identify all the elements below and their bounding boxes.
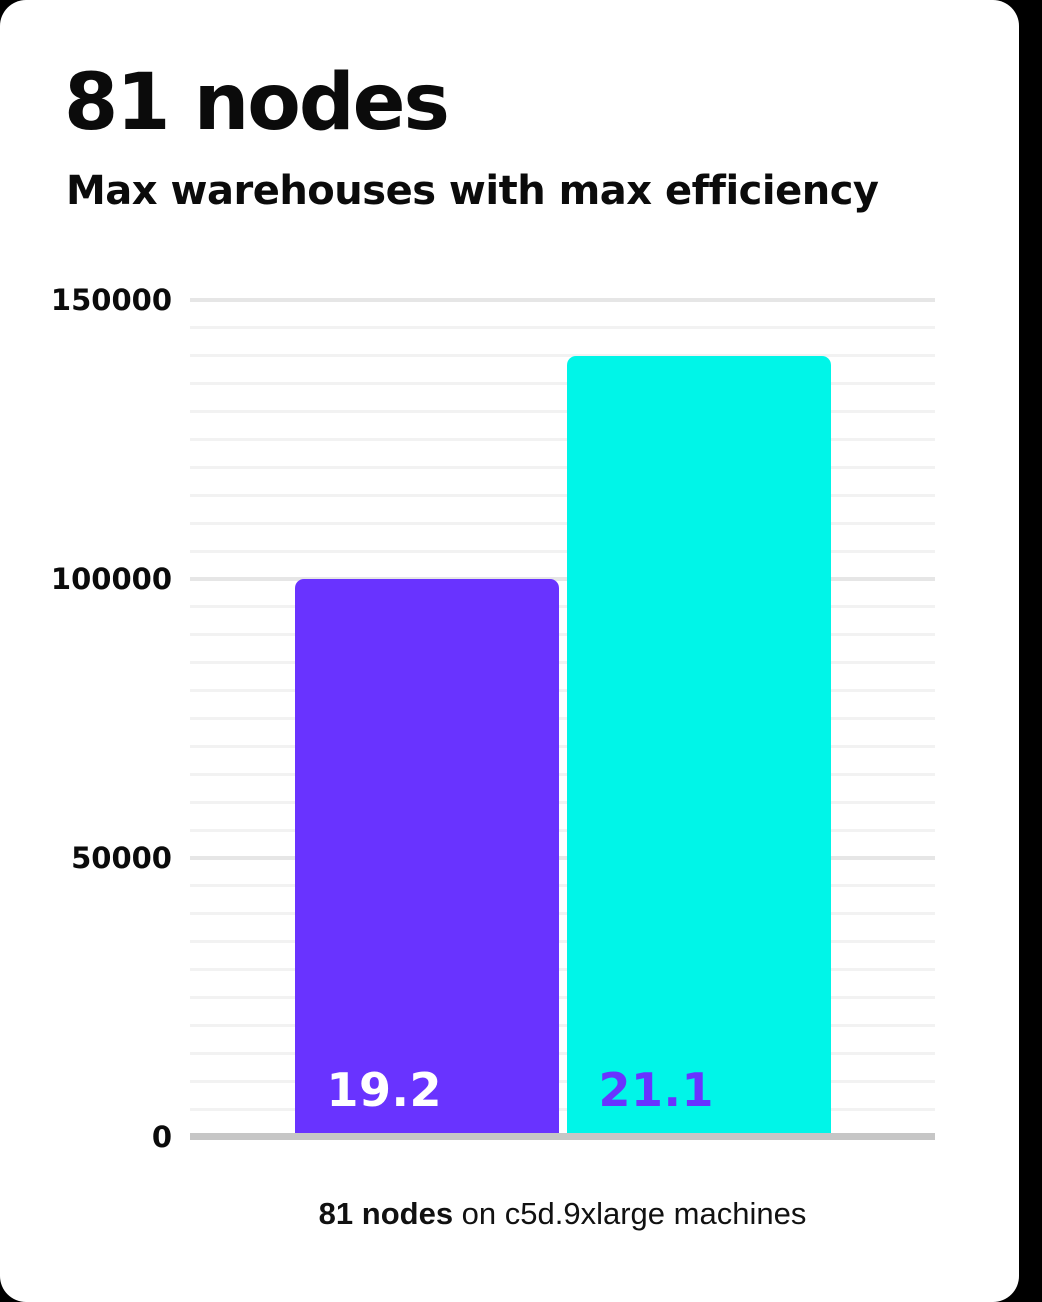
minor-gridline	[190, 1079, 935, 1083]
bar-21.1: 21.1	[566, 355, 831, 1137]
minor-gridline	[190, 744, 935, 748]
minor-gridline	[190, 549, 935, 553]
minor-gridline	[190, 968, 935, 972]
minor-gridline	[190, 354, 935, 358]
minor-gridline	[190, 1023, 935, 1027]
major-gridline	[190, 856, 935, 860]
y-axis-tick-label: 50000	[71, 841, 172, 875]
x-axis-baseline	[190, 1133, 935, 1140]
minor-gridline	[190, 438, 935, 441]
major-gridline	[190, 298, 935, 302]
minor-gridline	[190, 633, 935, 637]
minor-gridline	[190, 717, 935, 720]
bars-group: 19.2 21.1	[190, 300, 935, 1137]
minor-gridline	[190, 1107, 935, 1111]
minor-gridline	[190, 410, 935, 414]
bar-chart-plot-area: 19.2 21.1	[190, 298, 935, 1140]
minor-gridline	[190, 465, 935, 469]
caption-bold-text: 81 nodes	[318, 1196, 454, 1231]
bar-value-label: 21.1	[598, 1063, 714, 1117]
minor-gridline	[190, 326, 935, 330]
y-axis: 0 50000 100000 150000	[0, 283, 172, 1154]
minor-gridline	[190, 996, 935, 999]
minor-gridline	[190, 521, 935, 525]
bar-value-label: 19.2	[326, 1063, 442, 1117]
minor-gridline	[190, 1051, 935, 1055]
chart-card: 81 nodes Max warehouses with max efficie…	[0, 0, 1019, 1302]
minor-gridline	[190, 828, 935, 832]
minor-gridline	[190, 772, 935, 776]
y-axis-tick-label: 150000	[50, 283, 172, 317]
major-gridline	[190, 577, 935, 581]
minor-gridline	[190, 382, 935, 386]
minor-gridline	[190, 800, 935, 804]
caption-regular-text: on c5d.9xlarge machines	[453, 1196, 807, 1231]
bar-19.2: 19.2	[294, 579, 559, 1137]
chart-caption: 81 nodes on c5d.9xlarge machines	[190, 1196, 935, 1232]
minor-gridline	[190, 912, 935, 916]
y-axis-tick-label: 100000	[50, 562, 172, 596]
minor-gridline	[190, 605, 935, 609]
minor-gridline	[190, 493, 935, 497]
chart-title: 81 nodes	[64, 58, 450, 148]
minor-gridline	[190, 661, 935, 665]
chart-subtitle: Max warehouses with max efficiency	[66, 168, 879, 214]
y-axis-tick-label: 0	[151, 1120, 172, 1154]
minor-gridline	[190, 940, 935, 944]
minor-gridline	[190, 689, 935, 693]
minor-gridline	[190, 884, 935, 888]
